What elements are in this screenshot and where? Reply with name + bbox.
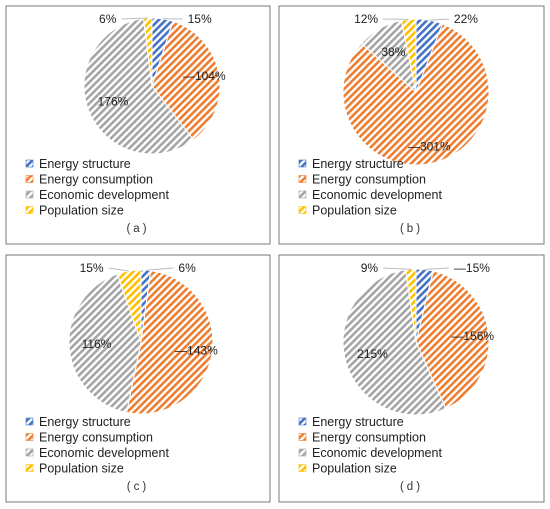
legend-swatch-population-size: [25, 464, 34, 472]
legend-swatch-economic-development: [25, 190, 34, 199]
value-label-energy-structure: —15%: [454, 261, 490, 275]
pie-slice-energy-consumption: [151, 20, 221, 141]
legend-entry-energy-consumption: Energy consumption: [39, 173, 153, 187]
legend-swatch-economic-development: [25, 448, 34, 457]
legend-entry-energy-consumption: Energy consumption: [312, 431, 426, 445]
value-label-population-size: 9%: [361, 261, 379, 275]
pie-slice-population-size: [400, 18, 417, 93]
value-label-energy-structure: 22%: [454, 12, 478, 26]
legend-entry-energy-consumption: Energy consumption: [39, 431, 153, 445]
legend-entry-energy-structure: Energy structure: [39, 157, 131, 171]
legend-swatch-population-size: [298, 206, 307, 214]
legend-entry-population-size: Population size: [39, 204, 124, 218]
panel-caption: (c): [127, 481, 149, 493]
legend-entry-energy-consumption: Energy consumption: [312, 173, 426, 187]
value-label-energy-consumption: —143%: [175, 344, 218, 358]
legend-entry-energy-structure: Energy structure: [39, 415, 131, 429]
legend-swatch-energy-structure: [25, 159, 34, 168]
legend-swatch-energy-consumption: [25, 175, 34, 183]
pie-slice-energy-consumption: [342, 23, 490, 166]
legend-swatch-energy-structure: [298, 417, 307, 426]
value-label-economic-development: 38%: [381, 45, 405, 59]
pie-slice-economic-development: [342, 269, 447, 416]
value-label-population-size: 6%: [99, 12, 117, 26]
legend-swatch-population-size: [25, 206, 34, 214]
value-label-energy-consumption: —301%: [408, 140, 451, 154]
value-label-population-size: 15%: [80, 261, 104, 275]
legend-entry-population-size: Population size: [312, 462, 397, 476]
leader-line: [121, 17, 148, 20]
value-label-energy-structure: 15%: [188, 12, 212, 26]
value-label-economic-development: 116%: [82, 337, 112, 351]
value-label-energy-consumption: —156%: [451, 329, 494, 343]
legend-swatch-population-size: [298, 464, 307, 472]
legend-swatch-energy-structure: [298, 159, 307, 168]
panel-caption: (a): [126, 223, 149, 235]
chart-panel-a: 15% —104% 176% 6% Energy structure Energy con…: [5, 5, 271, 245]
leader-line: [383, 267, 411, 270]
chart-panel-d: —15% —156% 215% 9% Energy structure Energy co…: [278, 254, 545, 503]
value-label-economic-development: 176%: [98, 94, 129, 108]
pie-slice-economic-development: [83, 17, 195, 155]
value-label-population-size: 12%: [354, 12, 378, 26]
legend-entry-economic-development: Economic development: [39, 446, 169, 460]
leader-line: [145, 267, 174, 271]
legend-entry-economic-development: Economic development: [312, 446, 442, 460]
leader-line: [108, 267, 129, 272]
pie-slice-economic-development: [68, 273, 142, 414]
legend-swatch-energy-consumption: [298, 175, 307, 183]
legend-entry-population-size: Population size: [39, 462, 124, 476]
legend-swatch-energy-consumption: [298, 433, 307, 441]
chart-panel-b: 22% —301% 38% 12% Energy structure Energy con…: [278, 5, 545, 245]
legend-entry-economic-development: Economic development: [312, 188, 442, 202]
legend-entry-economic-development: Economic development: [39, 188, 169, 202]
pie-slice-population-size: [116, 269, 142, 343]
chart-panel-c: 6% —143% 116% 15% Energy structure Energy con…: [5, 254, 271, 503]
legend-swatch-economic-development: [298, 190, 307, 199]
panel-caption: (b): [400, 223, 423, 235]
legend-swatch-economic-development: [298, 448, 307, 457]
legend-swatch-energy-structure: [25, 417, 34, 426]
leader-line: [424, 267, 449, 270]
pie-slice-energy-consumption: [415, 270, 490, 410]
legend-entry-energy-structure: Energy structure: [312, 415, 404, 429]
legend-entry-energy-structure: Energy structure: [312, 157, 404, 171]
panel-caption: (d): [400, 481, 423, 493]
pie-slice-energy-consumption: [125, 270, 214, 415]
leader-line: [429, 18, 449, 21]
legend-swatch-energy-consumption: [25, 433, 34, 441]
legend-entry-population-size: Population size: [312, 204, 397, 218]
value-label-economic-development: 215%: [357, 347, 388, 361]
value-label-energy-structure: 6%: [178, 261, 196, 275]
value-label-energy-consumption: —104%: [183, 69, 226, 83]
